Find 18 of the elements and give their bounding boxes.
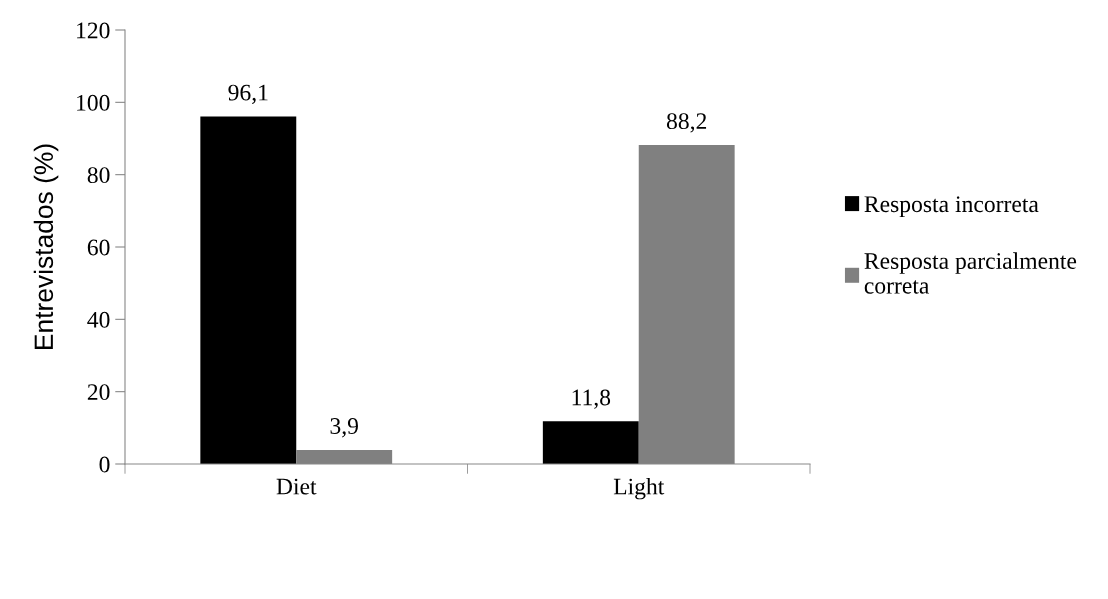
y-tick-label: 100 [77,94,110,111]
x-tick-label: Light [613,477,665,500]
y-tick-label: 60 [87,239,110,256]
legend-label: Resposta parcialmente correta [864,252,1077,294]
legend-label: Resposta incorreta [864,196,1039,217]
data-label: 11,8 [572,389,611,409]
y-tick-label: 40 [87,311,110,328]
y-tick-label: 120 [77,22,110,39]
y-tick-label: 80 [87,167,110,184]
y-tick-label: 20 [87,384,110,401]
bar [542,421,639,464]
bar [200,116,297,464]
data-label: 88,2 [666,113,707,133]
data-label: 96,1 [228,84,268,104]
y-axis-title: Entrevistados (%) [33,144,59,349]
y-tick-label: 0 [99,456,110,473]
data-label: 3,9 [330,418,358,438]
x-tick-label: Diet [276,478,317,495]
